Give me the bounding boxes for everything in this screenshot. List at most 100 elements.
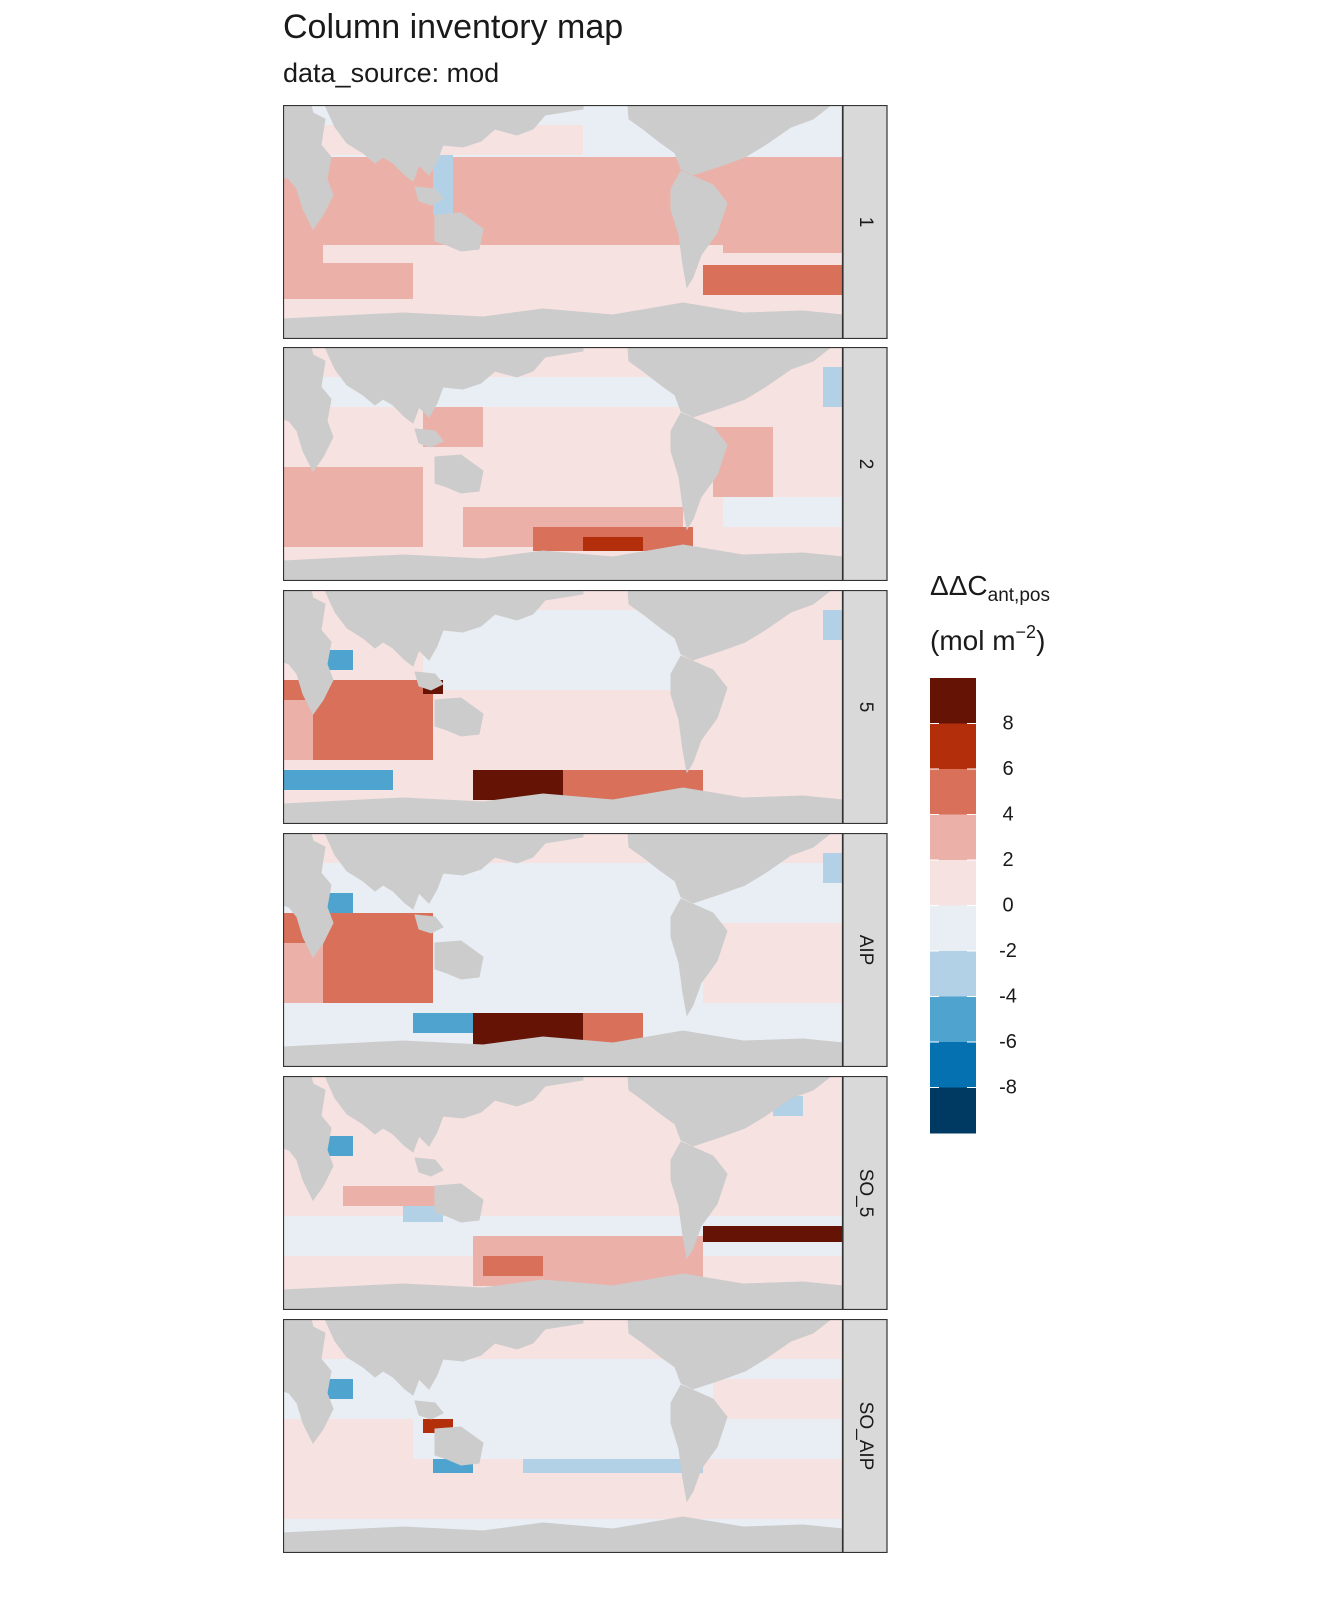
land-shape: [414, 1157, 444, 1177]
land-shape: [283, 1516, 844, 1553]
legend-swatch: [930, 769, 976, 815]
land-shape: [414, 1400, 444, 1420]
land-shape: [283, 833, 334, 958]
legend-title: ΔΔCant,pos: [930, 570, 1050, 607]
facet-panel-5: 5: [283, 590, 888, 824]
value-patch: [483, 1256, 543, 1276]
land-shape: [283, 1076, 334, 1201]
map-aip: AIP: [283, 833, 888, 1067]
land-shape: [324, 833, 584, 910]
land-shape: [283, 590, 334, 715]
legend-swatch: [930, 814, 976, 861]
facet-panel-so-5: SO_5: [283, 1076, 888, 1310]
value-patch: [283, 700, 313, 760]
legend-swatch: [930, 723, 976, 770]
value-patch: [713, 427, 773, 497]
facet-strip: [842, 347, 888, 581]
legend-tick-label: -2: [999, 940, 1017, 962]
legend-tick-label: -8: [999, 1077, 1017, 1099]
value-patch: [523, 1459, 703, 1473]
value-patch: [283, 467, 423, 547]
land-shape: [732, 1319, 784, 1336]
legend-tick-label: 8: [1002, 713, 1013, 735]
legend-swatch: [930, 951, 976, 997]
legend-unit-suffix: ): [1036, 625, 1046, 656]
land-shape: [324, 1076, 584, 1153]
facet-label: 2: [855, 459, 876, 470]
legend-unit-sup: −2: [1015, 622, 1037, 642]
land-shape: [414, 914, 444, 934]
value-patch: [703, 1226, 843, 1242]
legend-swatch: [930, 905, 976, 952]
value-patch: [713, 670, 843, 750]
facet-label: 1: [855, 217, 876, 228]
facet-panel-so-aip: SO_AIP: [283, 1319, 888, 1553]
legend-colorbar: -8 -6 -4 -2 0 2 4 6 8: [930, 678, 1017, 1134]
land-shape: [732, 1076, 784, 1093]
map-1: 1: [283, 105, 888, 339]
land-shape: [670, 898, 728, 1017]
land-shape: [732, 105, 784, 122]
facet-panel-2: 2: [283, 347, 888, 581]
facet-panel-1: 1: [283, 105, 888, 339]
legend-tick-label: -4: [999, 986, 1017, 1008]
land-shape: [324, 105, 584, 182]
land-shape: [627, 833, 832, 904]
land-shape: [283, 105, 334, 230]
land-shape: [414, 428, 444, 448]
land-shape: [627, 1319, 832, 1390]
legend-swatch: [930, 1087, 976, 1134]
value-patch: [283, 1419, 413, 1459]
facet-label: SO_AIP: [855, 1402, 876, 1471]
legend-tick-label: 0: [1002, 895, 1013, 917]
legend-title-sub: ant,pos: [987, 585, 1050, 606]
facet-label: SO_5: [855, 1169, 876, 1218]
land-shape: [670, 655, 728, 774]
land-shape: [324, 590, 584, 667]
land-shape: [627, 347, 832, 418]
chart-title: Column inventory map: [283, 8, 624, 46]
value-patch: [823, 853, 843, 883]
land-shape: [414, 186, 444, 206]
land-shape: [732, 347, 784, 364]
land-shape: [434, 454, 484, 494]
land-shape: [627, 1076, 832, 1147]
legend-tick-label: 4: [1002, 804, 1013, 826]
land-mask: [283, 590, 844, 824]
map-so-aip: SO_AIP: [283, 1319, 888, 1553]
value-patch: [403, 1206, 443, 1222]
land-mask: [283, 347, 844, 581]
facet-strip: [842, 105, 888, 339]
land-mask: [283, 833, 844, 1067]
land-shape: [283, 544, 844, 581]
map-2: 2: [283, 347, 888, 581]
value-patch: [583, 537, 643, 551]
land-shape: [283, 1319, 334, 1444]
legend-tick-label: 2: [1002, 849, 1013, 871]
value-patch: [703, 923, 843, 1003]
legend-swatch: [930, 678, 976, 724]
value-patch: [723, 497, 843, 527]
legend-tick-label: -6: [999, 1031, 1017, 1053]
land-shape: [670, 1141, 728, 1260]
land-shape: [414, 671, 444, 691]
land-shape: [627, 105, 832, 176]
facet-panel-aip: AIP: [283, 833, 888, 1067]
map-5: 5: [283, 590, 888, 824]
land-shape: [283, 1273, 844, 1310]
land-shape: [283, 787, 844, 824]
land-shape: [283, 302, 844, 339]
land-shape: [434, 1183, 484, 1223]
facet-label: AIP: [855, 935, 876, 966]
value-patch: [541, 245, 681, 285]
value-patch: [413, 1013, 473, 1033]
land-shape: [283, 1030, 844, 1067]
land-shape: [732, 590, 784, 607]
facet-strip: [842, 833, 888, 1067]
land-mask: [283, 1319, 844, 1553]
land-shape: [434, 212, 484, 252]
land-shape: [670, 170, 728, 289]
land-shape: [283, 347, 334, 472]
legend-title-main: ΔΔC: [930, 570, 988, 601]
land-shape: [670, 1384, 728, 1503]
